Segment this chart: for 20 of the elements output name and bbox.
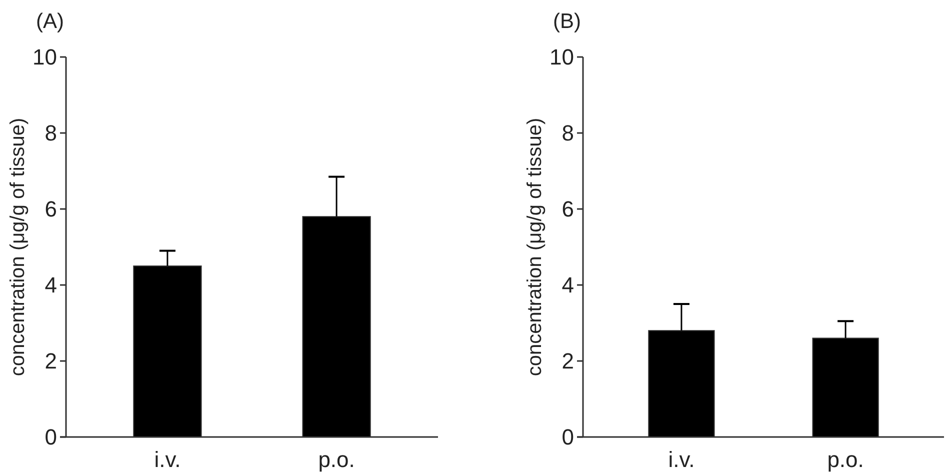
y-tick-label: 6 — [44, 196, 57, 222]
y-tick-label: 10 — [32, 44, 57, 70]
y-tick-label: 4 — [562, 272, 574, 298]
y-tick-label: 2 — [562, 348, 574, 374]
y-tick-label: 8 — [44, 120, 57, 146]
y-tick-label: 2 — [44, 348, 57, 374]
y-tick-label: 10 — [550, 44, 574, 70]
y-tick-label: 0 — [562, 424, 574, 450]
x-tick-label: p.o. — [318, 447, 355, 472]
y-tick-label: 0 — [44, 424, 57, 450]
chart-title: (B) — [553, 10, 581, 33]
x-tick-label: i.v. — [154, 447, 181, 472]
y-tick-label: 8 — [562, 120, 574, 146]
x-tick-label: i.v. — [668, 447, 695, 472]
y-axis-title: concentration (μg/g of tissue) — [524, 118, 546, 376]
x-tick-label: p.o. — [827, 447, 864, 472]
y-axis-title: concentration (μg/g of tissue) — [7, 118, 29, 376]
y-tick-label: 4 — [44, 272, 57, 298]
chart-title: (A) — [36, 10, 64, 33]
y-tick-label: 6 — [562, 196, 574, 222]
